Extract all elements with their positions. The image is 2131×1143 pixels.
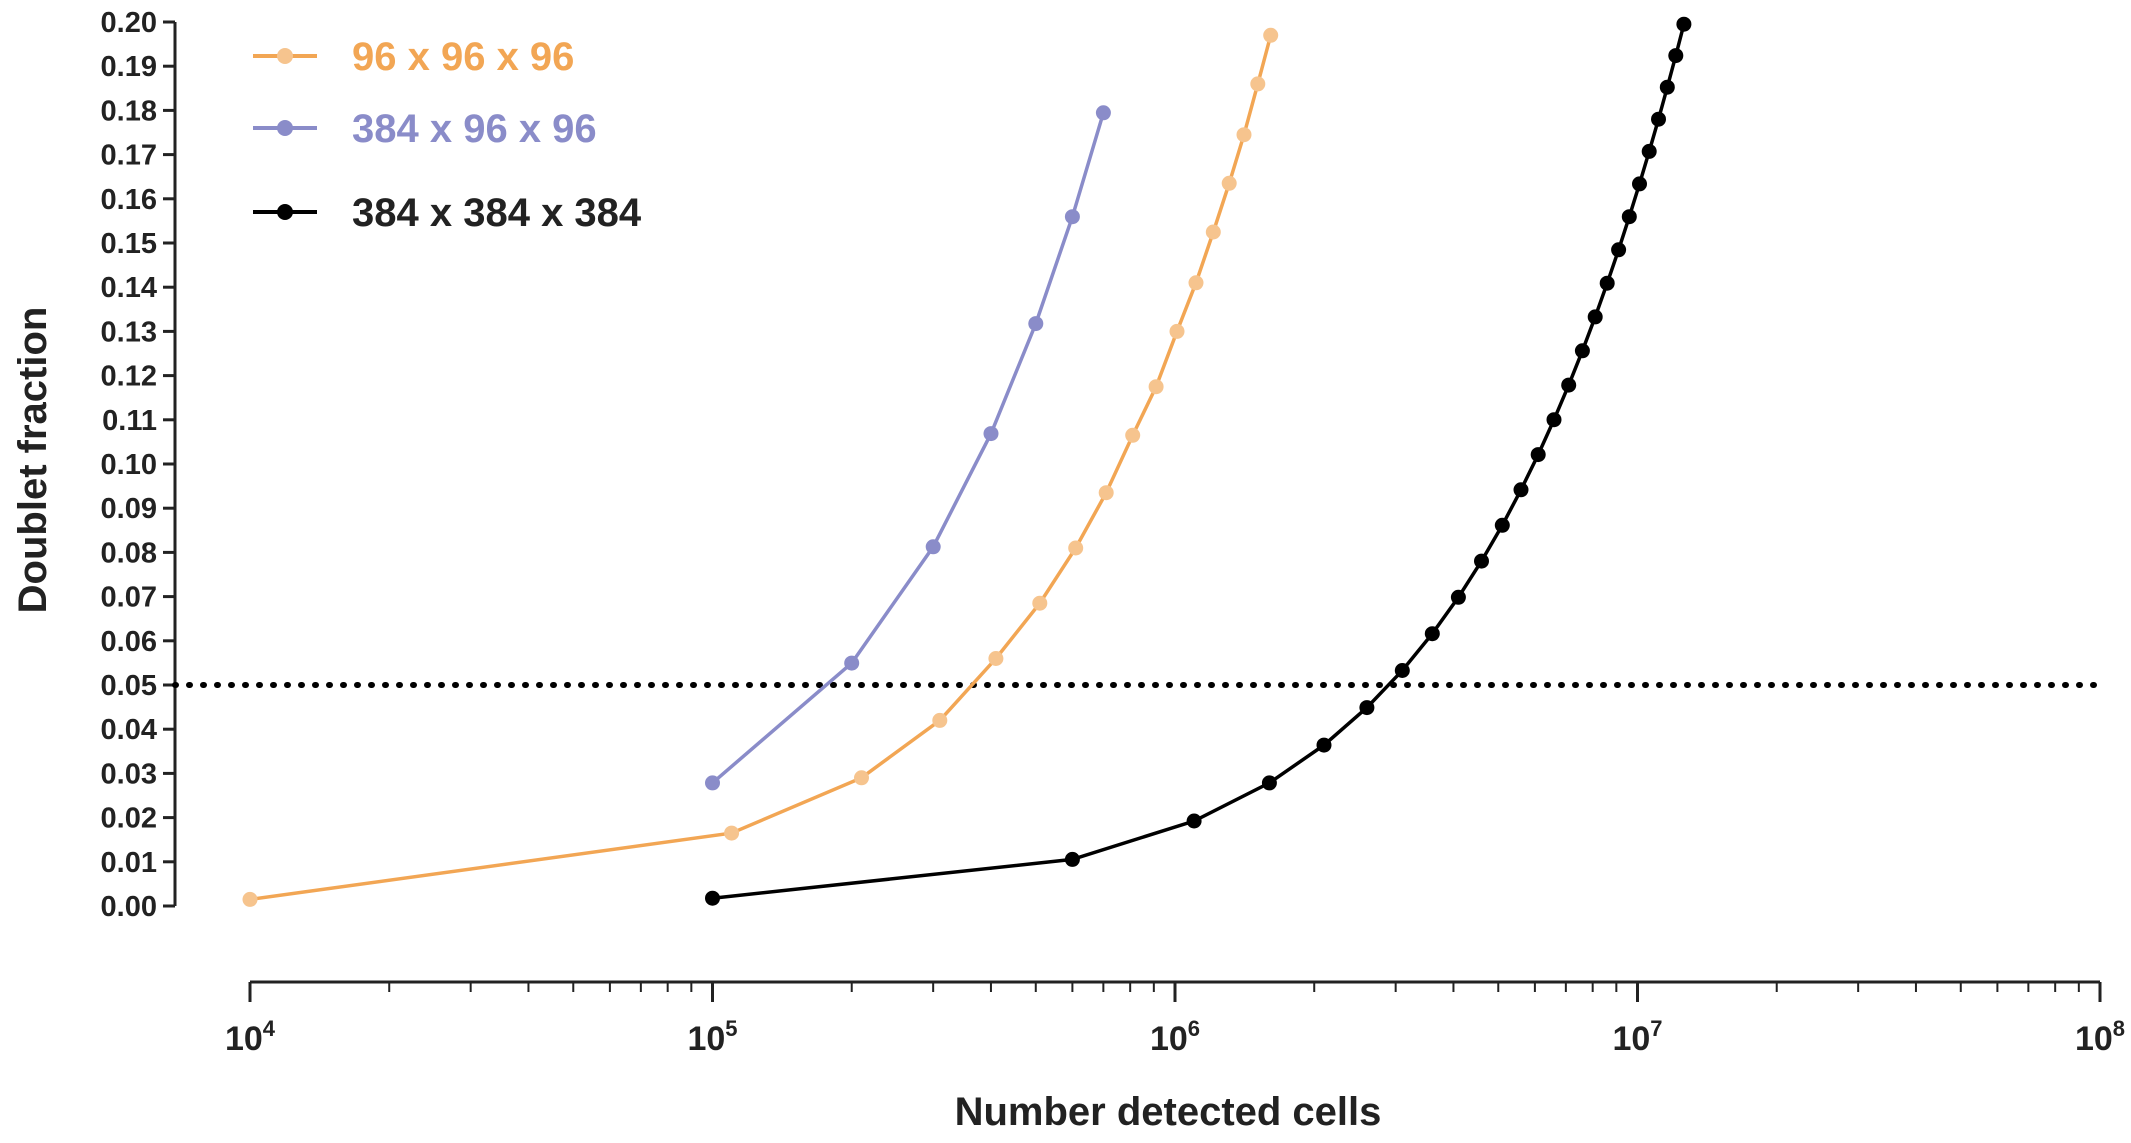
data-point: [988, 651, 1004, 666]
data-point: [1641, 143, 1657, 159]
y-tick-label: 0.12: [101, 361, 157, 393]
data-point: [1632, 176, 1647, 192]
data-point: [1587, 309, 1603, 325]
data-point: [1651, 111, 1666, 127]
data-point: [724, 825, 740, 841]
x-tick-label: 106: [1150, 1016, 1200, 1058]
legend-label: 384 x 96 x 96: [352, 107, 597, 151]
data-point: [925, 539, 941, 555]
data-point: [1513, 482, 1529, 498]
data-point: [854, 770, 869, 786]
y-tick-label: 0.00: [101, 891, 157, 923]
y-tick-label: 0.05: [101, 670, 157, 702]
series-layer: [242, 16, 1692, 907]
y-tick-label: 0.14: [101, 272, 157, 304]
y-tick-label: 0.20: [101, 7, 157, 39]
data-point: [1221, 175, 1237, 191]
y-tick-label: 0.02: [101, 803, 157, 835]
legend-label: 384 x 384 x 384: [352, 191, 642, 235]
x-tick-label: 108: [2075, 1016, 2125, 1058]
data-point: [1261, 775, 1277, 791]
y-tick-label: 0.18: [101, 95, 157, 127]
y-tick-label: 0.10: [101, 449, 157, 481]
data-point: [983, 426, 999, 442]
y-tick-label: 0.08: [101, 537, 157, 569]
x-tick-label: 104: [225, 1016, 276, 1058]
y-tick-label: 0.09: [101, 493, 157, 525]
data-point: [1599, 275, 1615, 291]
series-1: [705, 105, 1111, 791]
y-tick-label: 0.16: [101, 184, 157, 216]
data-point: [1064, 209, 1080, 225]
data-point: [705, 890, 720, 906]
data-point: [1098, 485, 1114, 501]
data-point: [1263, 27, 1279, 43]
data-point: [844, 655, 860, 671]
data-point: [1028, 316, 1044, 332]
x-tick-label: 105: [687, 1016, 737, 1058]
data-point: [1530, 447, 1546, 463]
data-point: [1032, 595, 1048, 611]
data-point: [1621, 209, 1637, 225]
data-point: [1561, 377, 1577, 393]
data-point: [932, 712, 948, 728]
y-tick-label: 0.11: [102, 405, 157, 437]
data-point: [1546, 412, 1562, 428]
data-point: [1095, 105, 1111, 121]
series-0: [242, 27, 1279, 907]
data-point: [1068, 540, 1084, 556]
series-2: [705, 16, 1692, 906]
y-tick-label: 0.17: [101, 140, 157, 172]
legend: 96 x 96 x 96 384 x 96 x 96 384 x 384 x 384: [253, 35, 642, 235]
y-tick-label: 0.01: [101, 847, 157, 879]
y-tick-label: 0.13: [101, 316, 157, 348]
data-point: [1125, 427, 1141, 443]
legend-label: 96 x 96 x 96: [352, 35, 574, 79]
data-point: [1169, 323, 1185, 339]
data-point: [1494, 517, 1510, 533]
data-point: [1474, 553, 1489, 569]
y-tick-label: 0.03: [101, 758, 157, 790]
series-line: [249, 34, 1273, 902]
data-point: [1205, 224, 1221, 240]
data-point: [1250, 76, 1266, 92]
y-axis-title: Doublet fraction: [11, 307, 55, 614]
axes: 0.00 0.01 0.02 0.03 0.04 0.05 0.06 0.07 0.08 0.09…: [101, 7, 2125, 1058]
data-point: [1188, 275, 1204, 291]
data-point: [1236, 127, 1252, 143]
data-point: [705, 775, 720, 791]
data-point: [1668, 48, 1684, 64]
data-point: [1424, 626, 1440, 642]
y-tick-label: 0.06: [101, 626, 157, 658]
x-tick-label: 107: [1612, 1016, 1662, 1058]
data-point: [1186, 813, 1202, 829]
data-point: [1450, 589, 1466, 605]
y-tick-label: 0.19: [101, 51, 157, 83]
data-point: [1359, 700, 1375, 716]
data-point: [1676, 16, 1692, 32]
data-point: [1064, 851, 1080, 867]
x-axis-title: Number detected cells: [955, 1090, 1382, 1134]
y-tick-label: 0.07: [101, 582, 157, 614]
data-point: [1659, 79, 1675, 95]
data-point: [1316, 737, 1332, 753]
data-point: [1574, 343, 1590, 359]
data-point: [1611, 242, 1627, 258]
data-point: [1148, 379, 1164, 395]
data-point: [1394, 663, 1410, 678]
legend-marker: [277, 204, 293, 220]
y-tick-label: 0.04: [101, 714, 157, 746]
y-tick-label: 0.15: [101, 228, 157, 260]
data-point: [242, 891, 258, 907]
legend-marker: [277, 48, 293, 64]
legend-marker: [277, 120, 293, 136]
